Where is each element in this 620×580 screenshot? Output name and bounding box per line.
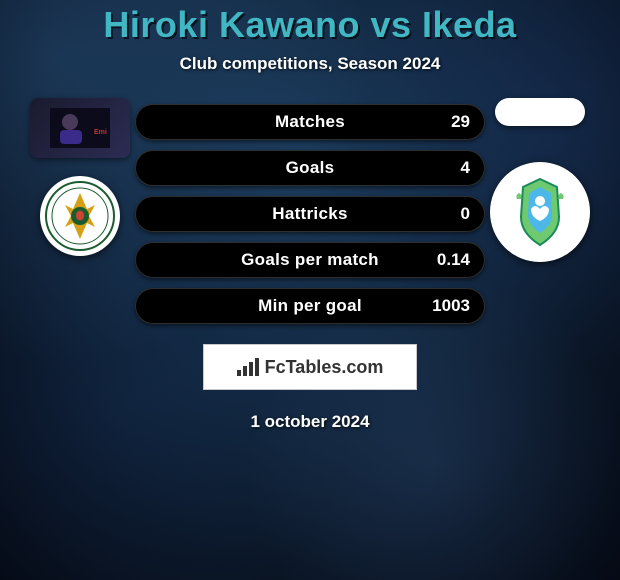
player-photo-right [495, 98, 585, 126]
stat-bar-goals: Goals 4 [135, 150, 485, 186]
chart-icon [237, 358, 259, 376]
brand-text: FcTables.com [265, 357, 384, 378]
stat-bar-goals-per-match: Goals per match 0.14 [135, 242, 485, 278]
date-line: 1 october 2024 [250, 412, 369, 432]
shonan-bellmare-badge-icon [497, 169, 583, 255]
stat-right-value: 0 [424, 204, 470, 224]
right-column [485, 98, 595, 262]
stat-bar-matches: Matches 29 [135, 104, 485, 140]
main-row: Emi Matches 29 Goals [0, 98, 620, 324]
stat-label: Goals per match [196, 250, 424, 270]
club-badge-right [490, 162, 590, 262]
stat-label: Matches [196, 112, 424, 132]
comparison-subtitle: Club competitions, Season 2024 [180, 54, 441, 74]
stat-label: Goals [196, 158, 424, 178]
player-photo-left: Emi [30, 98, 130, 158]
stat-label: Min per goal [196, 296, 424, 316]
brand-box[interactable]: FcTables.com [203, 344, 417, 390]
player-silhouette-icon: Emi [50, 108, 110, 148]
stat-right-value: 4 [424, 158, 470, 178]
tokyo-verdy-badge-icon [45, 181, 115, 251]
stat-right-value: 0.14 [424, 250, 470, 270]
stat-right-value: 1003 [424, 296, 470, 316]
club-badge-left [40, 176, 120, 256]
content-wrapper: Hiroki Kawano vs Ikeda Club competitions… [0, 0, 620, 580]
svg-text:Emi: Emi [94, 129, 107, 136]
stat-right-value: 29 [424, 112, 470, 132]
stats-column: Matches 29 Goals 4 Hattricks 0 Goals per… [135, 104, 485, 324]
comparison-title: Hiroki Kawano vs Ikeda [103, 4, 516, 46]
stat-bar-min-per-goal: Min per goal 1003 [135, 288, 485, 324]
stat-bar-hattricks: Hattricks 0 [135, 196, 485, 232]
left-column: Emi [25, 98, 135, 256]
stat-label: Hattricks [196, 204, 424, 224]
